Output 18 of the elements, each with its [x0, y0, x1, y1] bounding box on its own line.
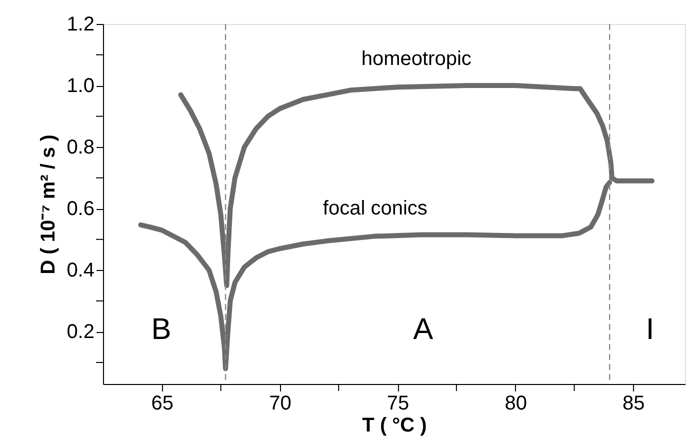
x-tick-label: 80	[504, 392, 527, 414]
x-tick-label: 75	[386, 392, 410, 414]
x-tick-label: 70	[269, 392, 292, 414]
series-label: focal conics	[322, 197, 428, 220]
y-tick-label: 1.0	[66, 75, 94, 98]
x-tick-label: 85	[622, 392, 645, 414]
x-tick-label: 65	[151, 392, 174, 414]
y-axis-title: D ( 10⁻⁷ m² / s )	[38, 134, 60, 274]
x-axis-title: T ( °C )	[362, 414, 427, 436]
series-label: homeotropic	[361, 48, 472, 70]
y-tick-label: 0.4	[66, 260, 94, 282]
y-tick-label: 1.2	[66, 14, 94, 36]
annotation: A	[413, 313, 434, 346]
y-tick-label: 0.2	[66, 321, 94, 344]
annotation: I	[646, 313, 654, 346]
y-tick-label: 0.6	[66, 198, 94, 220]
annotation: B	[151, 313, 172, 346]
y-tick-label: 0.8	[66, 136, 94, 159]
